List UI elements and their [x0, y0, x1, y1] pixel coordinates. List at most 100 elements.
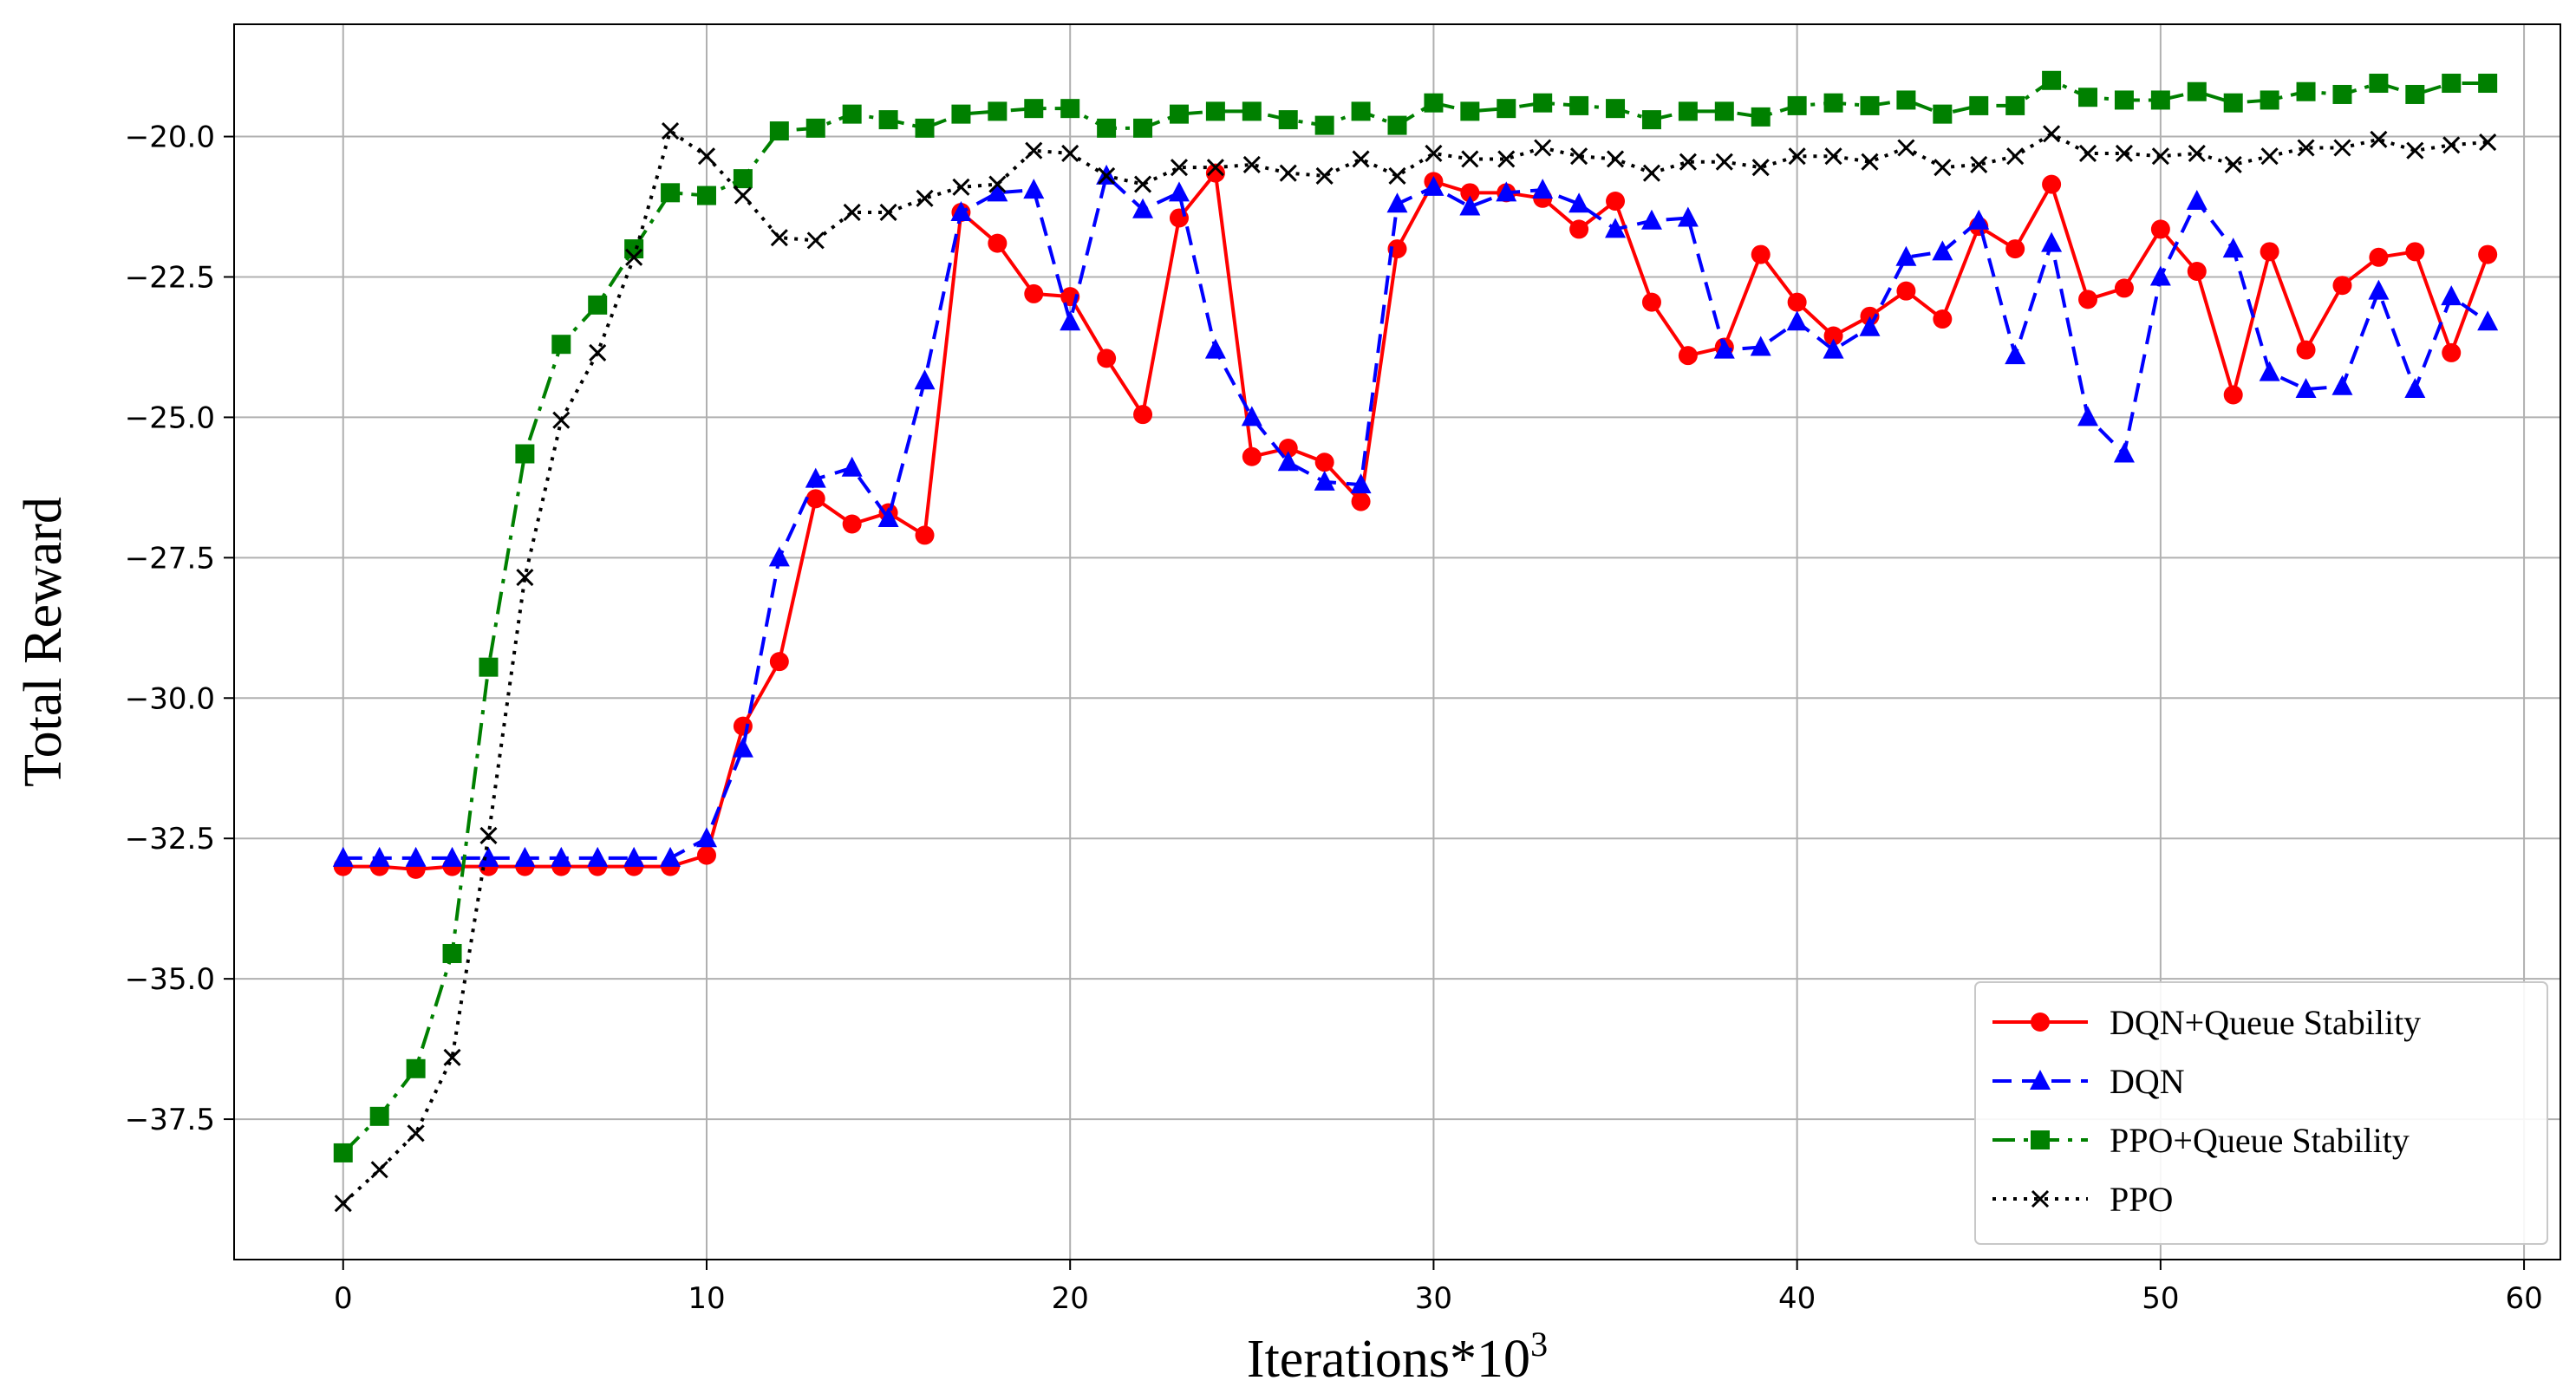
data-point-marker	[1933, 309, 1953, 329]
data-point-marker	[952, 178, 970, 196]
data-point-marker	[2005, 344, 2026, 365]
data-point-marker	[1568, 192, 1590, 213]
data-point-marker	[2150, 90, 2170, 110]
x-axis-label-text: Iterations*10	[1247, 1330, 1530, 1387]
data-point-marker	[2078, 144, 2097, 163]
data-point-marker	[370, 1161, 388, 1179]
data-point-marker	[1132, 198, 1154, 218]
x-tick-label: 30	[1415, 1281, 1452, 1316]
data-point-marker	[1024, 283, 1044, 303]
data-point-marker	[1204, 338, 1226, 359]
data-point-marker	[2043, 125, 2061, 143]
data-point-marker	[1533, 93, 1553, 113]
data-point-marker	[1460, 183, 1480, 203]
data-point-marker	[332, 846, 354, 867]
data-point-marker	[1097, 118, 1117, 138]
data-point-marker	[914, 369, 936, 390]
data-point-marker	[1970, 155, 1988, 173]
data-point-marker	[589, 343, 607, 361]
data-point-marker	[879, 203, 897, 222]
data-point-marker	[2150, 219, 2170, 239]
data-point-marker	[2042, 70, 2062, 90]
data-point-marker	[769, 121, 789, 141]
y-tick-label: −32.5	[125, 822, 215, 856]
data-point-marker	[1277, 451, 1299, 472]
data-point-marker	[2296, 81, 2316, 101]
data-point-marker	[1133, 118, 1153, 138]
data-point-marker	[2188, 144, 2206, 163]
data-point-marker	[479, 826, 498, 845]
data-point-marker	[2478, 74, 2498, 94]
data-point-marker	[1024, 99, 1044, 119]
data-point-marker	[2222, 238, 2244, 258]
data-point-marker	[2223, 385, 2243, 405]
data-point-marker	[1861, 153, 1879, 171]
data-point-marker	[1678, 101, 1698, 121]
data-point-marker	[732, 737, 753, 758]
data-point-marker	[1060, 310, 1081, 331]
data-point-marker	[1715, 153, 1733, 171]
data-point-marker	[2031, 1130, 2050, 1149]
data-point-marker	[1787, 95, 1807, 115]
y-tick-label: −25.0	[125, 400, 215, 435]
data-point-marker	[1714, 101, 1734, 121]
axis-ticks: 0 10 20 30 40 50 60 −37.5 −35.0 −32.5 −30.0 −27.5 −2…	[125, 120, 2543, 1316]
data-point-marker	[806, 231, 825, 250]
data-point-marker	[1823, 326, 1843, 346]
data-point-marker	[1968, 209, 1990, 230]
data-point-marker	[2114, 90, 2134, 110]
data-point-marker	[2333, 139, 2351, 157]
data-point-marker	[2115, 144, 2134, 163]
data-point-marker	[2441, 285, 2462, 306]
y-tick-label: −22.5	[125, 260, 215, 295]
data-point-marker	[2149, 265, 2171, 286]
legend-label: PPO	[2110, 1180, 2173, 1219]
data-point-marker	[405, 846, 427, 867]
data-point-marker	[1242, 155, 1261, 173]
data-point-marker	[1933, 104, 1953, 124]
data-point-marker	[2260, 242, 2279, 262]
legend: DQN+Queue Stability DQN PPO+Queue Stabilit…	[1974, 981, 2548, 1245]
data-point-marker	[1860, 95, 1880, 115]
data-point-marker	[1169, 208, 1189, 228]
data-point-marker	[2224, 155, 2242, 173]
y-tick-label: −20.0	[125, 120, 215, 155]
data-point-marker	[2369, 74, 2389, 94]
data-point-marker	[2332, 84, 2352, 104]
data-point-marker	[1460, 101, 1480, 121]
data-point-marker	[768, 546, 790, 567]
data-point-marker	[406, 1058, 426, 1078]
data-point-marker	[2405, 242, 2425, 262]
data-point-marker	[696, 845, 716, 865]
data-point-marker	[2442, 74, 2462, 94]
data-point-marker	[1098, 166, 1116, 185]
x-tick-label: 60	[2505, 1281, 2542, 1316]
data-point-marker	[1060, 99, 1080, 119]
data-point-marker	[2186, 190, 2208, 211]
data-point-marker	[588, 295, 608, 315]
data-point-marker	[877, 507, 899, 527]
data-point-marker	[1788, 147, 1806, 166]
data-point-marker	[1641, 292, 1661, 312]
data-point-marker	[1679, 153, 1697, 171]
data-point-marker	[915, 525, 935, 545]
data-point-marker	[1496, 181, 1517, 202]
data-point-marker	[950, 200, 972, 221]
data-point-marker	[1314, 470, 1335, 491]
data-point-marker	[805, 118, 825, 138]
data-point-marker	[1133, 175, 1152, 193]
data-point-marker	[2187, 262, 2207, 281]
data-point-marker	[1025, 141, 1043, 160]
data-point-marker	[1750, 335, 1771, 356]
data-point-marker	[443, 1048, 461, 1066]
legend-item: DQN+Queue Stability	[1992, 1003, 2421, 1042]
data-point-marker	[770, 229, 788, 247]
x-tick-label: 50	[2142, 1281, 2179, 1316]
data-point-marker	[1133, 405, 1153, 425]
data-point-marker	[1786, 310, 1808, 331]
data-point-marker	[1278, 439, 1298, 459]
data-point-marker	[2042, 174, 2062, 194]
data-point-marker	[1606, 192, 1626, 212]
